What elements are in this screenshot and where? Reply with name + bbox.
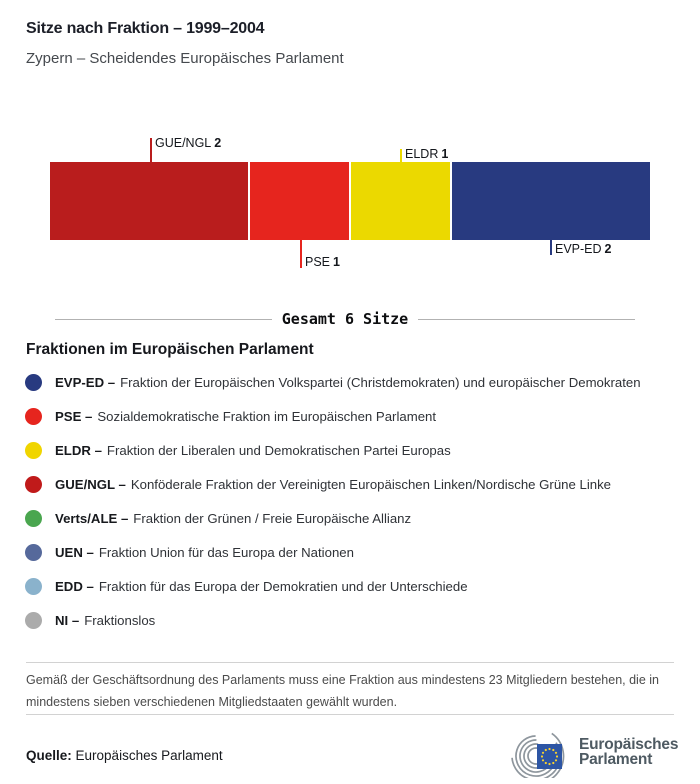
- legend-description: Fraktion Union für das Europa der Nation…: [98, 544, 354, 560]
- callout-group-name: GUE/NGL: [155, 136, 212, 150]
- legend-item-pse: PSE – Sozialdemokratische Fraktion im Eur…: [25, 399, 685, 433]
- legend-abbr: PSE –: [55, 408, 93, 424]
- legend-description: Fraktionslos: [84, 612, 156, 628]
- legend-abbr: UEN –: [55, 544, 94, 560]
- footnote-rule-bottom: [26, 714, 674, 715]
- total-divider: Gesamt 6 Sitze: [55, 306, 635, 332]
- callout-group-name: EVP-ED: [555, 242, 602, 256]
- bar-segment-ELDR: [351, 162, 450, 240]
- legend-description: Konföderale Fraktion der Vereinigten Eur…: [130, 476, 612, 492]
- callout-seat-count: 1: [333, 255, 340, 269]
- legend-abbr: ELDR –: [55, 442, 102, 458]
- legend-item-ni: NI – Fraktionslos: [25, 603, 685, 637]
- callout-seat-count: 2: [214, 136, 222, 150]
- legend-abbr: EDD –: [55, 578, 94, 594]
- legend-item-edd: EDD – Fraktion für das Europa der Demokra…: [25, 569, 685, 603]
- legend-abbr: NI –: [55, 612, 80, 628]
- total-seats-label: Gesamt 6 Sitze: [281, 310, 409, 328]
- legend-item-gue-ngl: GUE/NGL – Konföderale Fraktion der Verein…: [25, 467, 685, 501]
- callout-seat-count: 1: [441, 147, 449, 161]
- callout-tick: [400, 149, 402, 162]
- legend-item-uen: UEN – Fraktion Union für das Europa der N…: [25, 535, 685, 569]
- stacked-bar: [50, 162, 650, 240]
- eu-flag-stars: [540, 747, 559, 766]
- callout-label: EVP-ED 2: [555, 242, 612, 256]
- footnote-rule-top: [26, 662, 674, 663]
- ep-logo-line1: Europäisches: [579, 736, 679, 753]
- source-label: Quelle:: [26, 748, 72, 763]
- callout-seat-count: 2: [604, 242, 612, 256]
- legend-color-dot: [25, 611, 42, 629]
- legend-item-verts-ale: Verts/ALE – Fraktion der Grünen / Freie E…: [25, 501, 685, 535]
- legend-color-dot: [25, 373, 42, 391]
- legend-item-evp-ed: EVP-ED – Fraktion der Europäischen Volksp…: [25, 365, 685, 399]
- page-subtitle: Zypern – Scheidendes Europäisches Parlam…: [26, 50, 344, 67]
- legend-color-dot: [25, 577, 42, 595]
- legend-color-dot: [25, 441, 42, 459]
- legend-color-dot: [25, 509, 42, 527]
- ep-logo-wordmark: Europäisches Parlament: [579, 736, 679, 768]
- legend-color-dot: [25, 543, 42, 561]
- legend-color-dot: [25, 475, 42, 493]
- callout-tick: [550, 240, 552, 255]
- footnote-text: Gemäß der Geschäftsordnung des Parlament…: [26, 673, 659, 709]
- callout-label: GUE/NGL 2: [155, 136, 221, 150]
- seats-chart: GUE/NGL 2 ELDR 1 PSE 1 EVP-ED 2: [50, 130, 650, 280]
- bar-segment-GUE/NGL: [50, 162, 248, 240]
- divider-line-right: [418, 318, 635, 320]
- callout-tick: [300, 240, 302, 268]
- legend-abbr: EVP-ED –: [55, 374, 116, 390]
- source-line: Quelle: Europäisches Parlament: [26, 748, 223, 763]
- page-title: Sitze nach Fraktion – 1999–2004: [26, 20, 265, 37]
- legend-abbr: Verts/ALE –: [55, 510, 129, 526]
- eu-flag: [537, 744, 562, 769]
- legend-item-eldr: ELDR – Fraktion der Liberalen und Demokra…: [25, 433, 685, 467]
- source-value-text: Europäisches Parlament: [75, 748, 223, 763]
- legend-abbr: GUE/NGL –: [55, 476, 126, 492]
- legend-description: Fraktion der Grünen / Freie Europäische …: [133, 510, 412, 526]
- european-parliament-logo: Europäisches Parlament: [505, 726, 678, 778]
- ep-logo-line2: Parlament: [579, 751, 653, 768]
- callout-group-name: PSE: [305, 255, 331, 269]
- callout-label: PSE 1: [305, 255, 340, 269]
- legend-list: EVP-ED – Fraktion der Europäischen Volksp…: [25, 365, 685, 637]
- ep-hemicycle-flag-icon: [507, 727, 565, 778]
- legend-color-dot: [25, 407, 42, 425]
- divider-line-left: [55, 318, 272, 320]
- legend-description: Fraktion für das Europa der Demokratien …: [98, 578, 468, 594]
- legend-description: Fraktion der Liberalen und Demokratische…: [106, 442, 451, 458]
- callout-label: ELDR 1: [405, 147, 448, 161]
- legend-description: Sozialdemokratische Fraktion im Europäis…: [97, 408, 437, 424]
- bar-segment-EVP-ED: [452, 162, 650, 240]
- legend-description: Fraktion der Europäischen Volkspartei (C…: [120, 374, 641, 390]
- legend-heading: Fraktionen im Europäischen Parlament: [26, 341, 314, 358]
- callout-group-name: ELDR: [405, 147, 439, 161]
- bar-segment-PSE: [250, 162, 349, 240]
- callout-tick: [150, 138, 152, 162]
